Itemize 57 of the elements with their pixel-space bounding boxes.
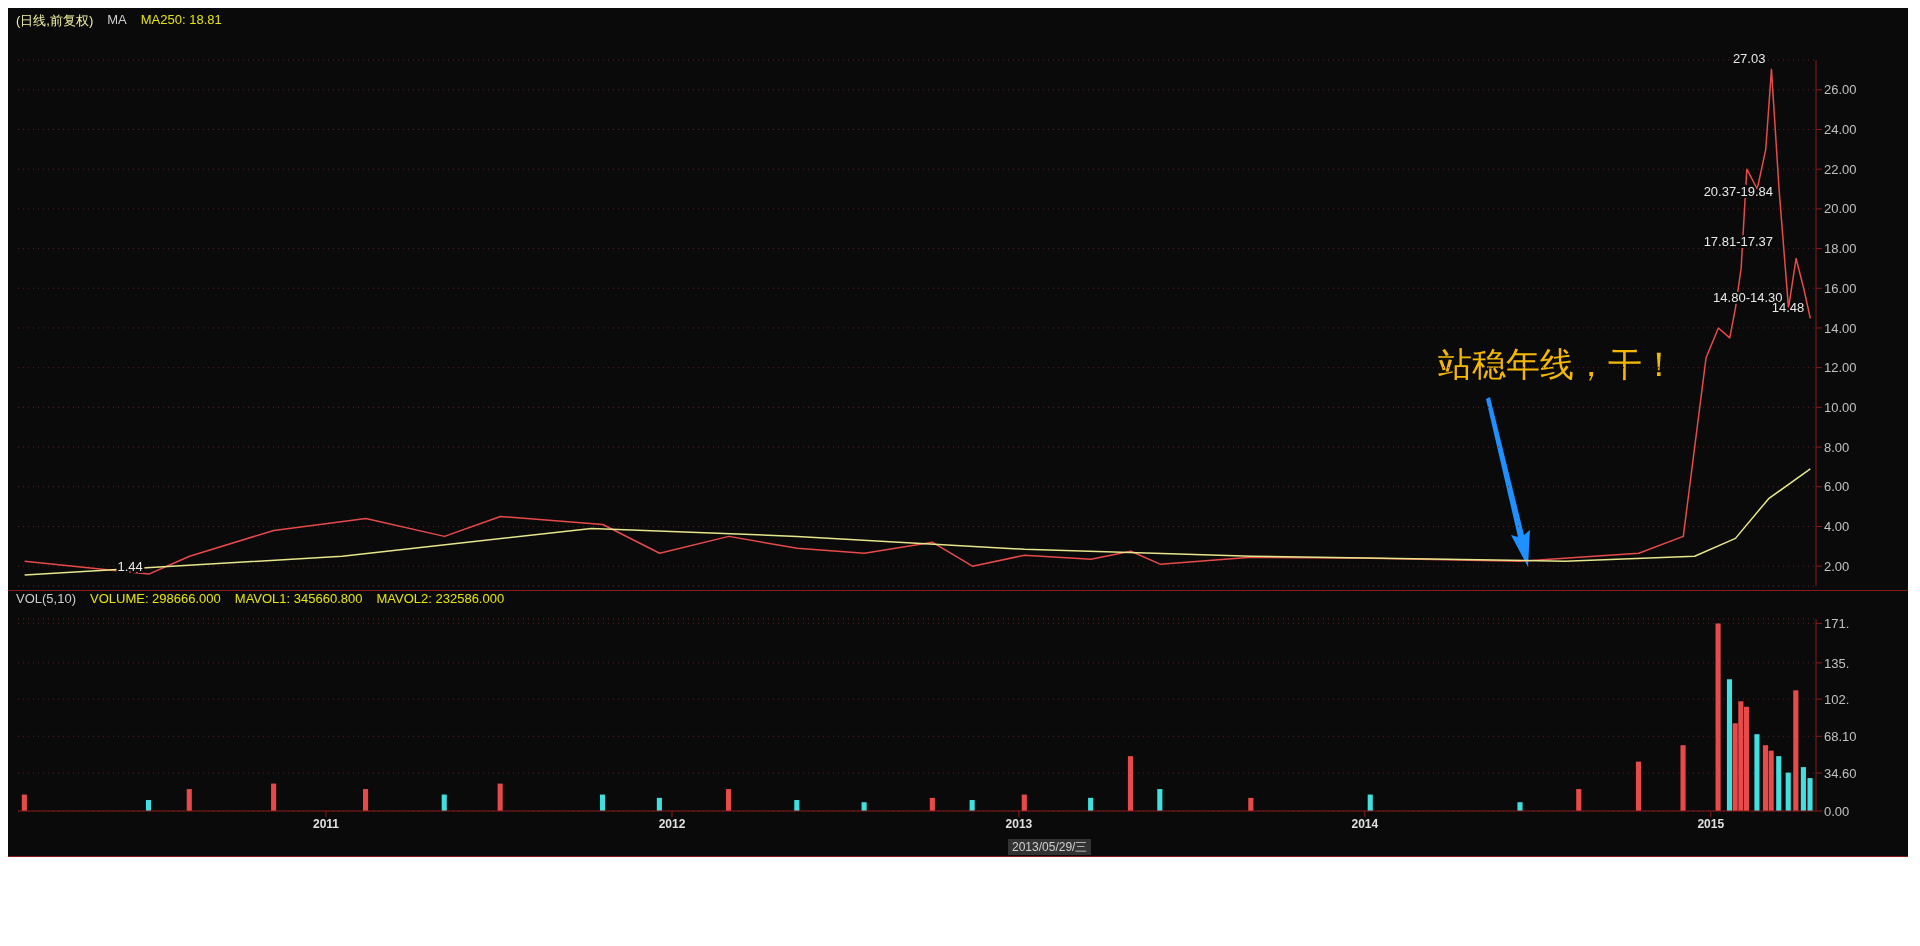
text: VOL(5,10) [16, 591, 76, 608]
y-tick-label: 0.00 [1824, 803, 1850, 819]
bar [1635, 761, 1642, 811]
x-tick-label: 2011 [313, 816, 340, 831]
bar [1754, 734, 1760, 811]
bar [1157, 789, 1163, 811]
y-tick-label: 171. [1824, 616, 1850, 631]
bar [1248, 797, 1254, 811]
line-series [23, 68, 1812, 575]
text: MAVOL2: 232586.000 [376, 591, 505, 608]
x-tick-label: 2012 [658, 816, 686, 831]
bar [1726, 679, 1733, 811]
bar [1793, 690, 1799, 811]
y-tick-label: 12.00 [1824, 360, 1857, 376]
y-tick-label: 8.00 [1824, 439, 1850, 455]
bar [656, 797, 662, 811]
bar [726, 789, 732, 811]
bar [1576, 789, 1582, 811]
bar [1785, 772, 1791, 811]
bar [929, 797, 935, 811]
bar [1680, 745, 1686, 811]
x-tick-label: 2013 [1005, 816, 1033, 831]
y-tick-label: 24.00 [1824, 122, 1857, 138]
y-tick-label: 16.00 [1824, 280, 1857, 296]
y-tick-label: 4.00 [1824, 519, 1850, 535]
bar [271, 783, 277, 811]
annotation: 27.03 [1732, 51, 1766, 67]
chart-title: (日线,前复权) [16, 12, 94, 30]
y-tick-label: 14.00 [1824, 320, 1857, 336]
text: MAVOL1: 345660.800 [234, 591, 363, 608]
annotation: 站稳年线，干！ [1438, 344, 1676, 385]
text: MA [107, 12, 127, 29]
text: 2013/05/29/三 [1008, 839, 1092, 855]
y-tick-label: 68.10 [1824, 728, 1857, 744]
bar [1127, 756, 1134, 811]
y-tick-label: 6.00 [1824, 479, 1850, 495]
y-tick-label: 10.00 [1824, 399, 1857, 415]
bar [363, 789, 369, 811]
x-tick-label: 2014 [1351, 816, 1379, 831]
bar [1715, 623, 1721, 811]
y-tick-label: 135. [1824, 655, 1850, 671]
line-series [23, 468, 1812, 576]
y-tick-label: 18.00 [1824, 241, 1857, 257]
y-tick-label: 102. [1824, 691, 1850, 707]
text: VOLUME: 298666.000 [89, 591, 221, 608]
y-tick-label: 20.00 [1824, 201, 1857, 217]
bar [186, 789, 192, 811]
y-tick-label: 2.00 [1824, 558, 1850, 574]
y-tick-label: 34.60 [1824, 765, 1857, 781]
x-tick-label: 2015 [1697, 816, 1725, 831]
bar [1088, 797, 1094, 811]
bar [1517, 802, 1523, 811]
bar [1776, 756, 1782, 811]
y-tick-label: 22.00 [1824, 161, 1857, 177]
bar [497, 783, 503, 811]
y-tick-label: 26.00 [1824, 82, 1857, 98]
text: MA250: 18.81 [140, 12, 222, 29]
